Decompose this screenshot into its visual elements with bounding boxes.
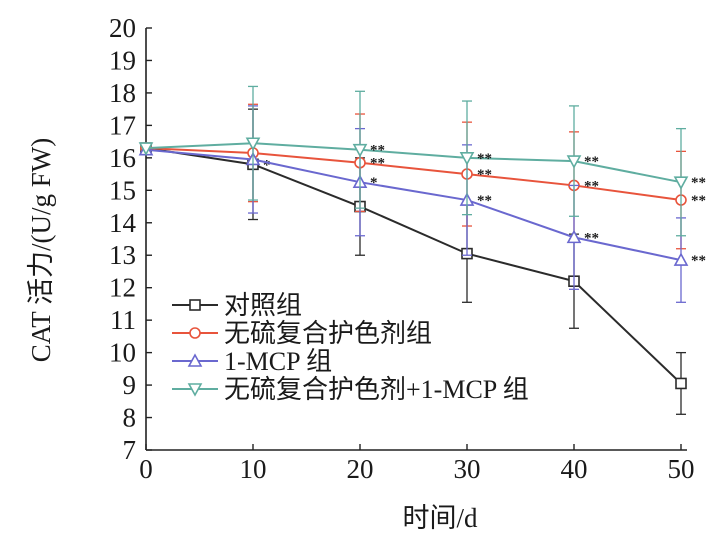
series-line [145, 147, 682, 202]
significance-label: * [263, 157, 271, 173]
y-tick-label: 19 [109, 45, 136, 75]
significance-label: ** [691, 175, 706, 191]
x-tick-label: 30 [454, 454, 481, 484]
series-group: * ******************* **** [138, 85, 706, 415]
legend-marker [187, 353, 203, 367]
x-tick-label: 50 [668, 454, 695, 484]
y-tick-label: 17 [109, 110, 136, 140]
data-point [459, 152, 475, 166]
legend-item: 无硫复合护色剂+1-MCP 组 [172, 375, 529, 404]
legend-marker [189, 299, 201, 311]
y-axis-title: CAT 活力/(U/g FW) [26, 138, 56, 363]
significance-label: ** [691, 253, 706, 269]
data-point [566, 155, 582, 169]
significance-label: ** [477, 151, 492, 167]
x-tick-label: 40 [561, 454, 588, 484]
significance-label: ** [477, 167, 492, 183]
y-tick-label: 15 [109, 175, 136, 205]
axes [145, 27, 687, 451]
y-tick-label: 7 [123, 435, 137, 465]
x-tick-label: 10 [240, 454, 267, 484]
series-line [145, 147, 682, 385]
data-point [673, 252, 689, 266]
y-tick-label: 14 [109, 208, 137, 238]
significance-label: ** [477, 193, 492, 209]
x-axis-title: 时间/d [402, 503, 478, 533]
significance-label: ** [584, 230, 599, 246]
y-tick-label: 13 [109, 240, 136, 270]
y-tick-label: 9 [123, 370, 137, 400]
series-2: ******** [140, 103, 706, 250]
data-point [352, 143, 368, 158]
significance-label: ** [584, 154, 599, 170]
legend-label: 无硫复合护色剂+1-MCP 组 [224, 375, 529, 404]
y-tick-label: 8 [123, 403, 137, 433]
legend-item: 对照组 [172, 291, 302, 320]
legend-item: 无硫复合护色剂组 [172, 319, 432, 348]
significance-label: ** [691, 193, 706, 209]
x-tick-label: 20 [347, 454, 374, 484]
y-tick-label: 11 [110, 305, 136, 335]
y-tick-label: 16 [109, 143, 136, 173]
legend-item: 1-MCP 组 [172, 347, 332, 376]
legend-label: 无硫复合护色剂组 [224, 319, 432, 348]
data-point [245, 137, 261, 151]
x-tick-label: 0 [139, 454, 153, 484]
legend-marker [187, 383, 203, 397]
significance-label: ** [584, 178, 599, 194]
y-tick-label: 12 [109, 273, 136, 303]
data-point [673, 176, 689, 190]
series-line [145, 142, 682, 184]
legend-label: 1-MCP 组 [224, 347, 332, 376]
series-3: ******* [138, 105, 706, 303]
data-point [138, 142, 154, 156]
significance-label: * [370, 175, 378, 191]
significance-label: ** [370, 156, 385, 172]
y-tick-label: 10 [109, 338, 136, 368]
series-4: **** **** [138, 85, 706, 237]
significance-label: ** [370, 143, 385, 159]
data-point [675, 377, 687, 390]
legend-label: 对照组 [224, 291, 302, 320]
y-tick-label: 18 [109, 78, 136, 108]
data-point [566, 229, 582, 244]
legend-marker [189, 327, 201, 339]
series-1: * [140, 108, 687, 415]
series-line [145, 148, 682, 262]
y-tick-label: 20 [109, 13, 136, 43]
